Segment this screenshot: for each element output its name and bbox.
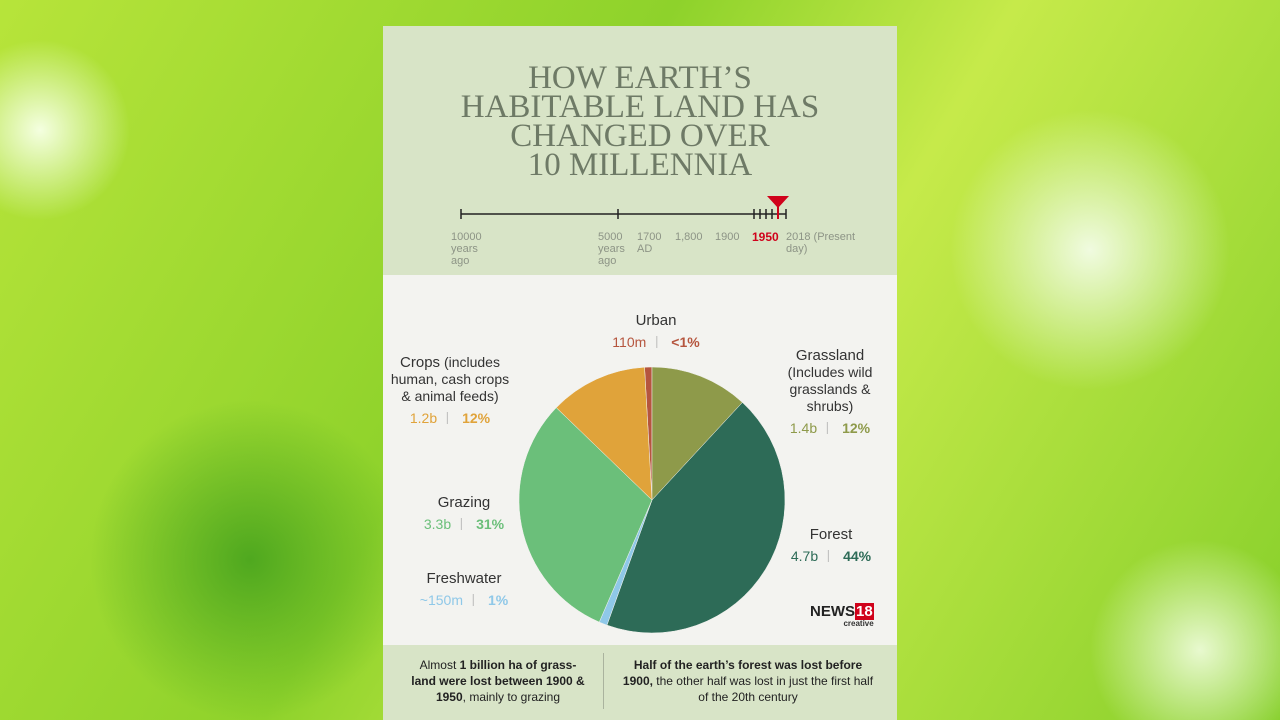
separator (827, 422, 829, 434)
logo-sub: creative (843, 619, 874, 628)
category-name: Urban (635, 312, 677, 329)
value-label: <1% (671, 334, 700, 350)
slice-values: 3.3b 31% (424, 516, 504, 532)
timeline-label: 5000 years ago (598, 231, 625, 267)
separator (656, 336, 658, 348)
separator (828, 550, 830, 562)
timeline-label: 1700 AD (637, 231, 662, 255)
timeline-label: 1,800 (675, 231, 703, 243)
footer-segment: 1 billion ha of grass-land were lost bet… (411, 658, 585, 704)
area-label: 3.3b (423, 516, 452, 532)
slice-label: Forest (771, 526, 891, 543)
title-line: HABITABLE LAND HAS (460, 89, 820, 125)
timeline-label: 1900 (715, 231, 740, 243)
value-label: 12% (842, 420, 871, 436)
header (383, 26, 897, 275)
footer-segment: Almost (419, 658, 460, 672)
slice-label: Urban (586, 312, 726, 329)
category-name: Forest (809, 526, 853, 543)
area-label: ~150m (419, 592, 463, 608)
logo: NEWS18 creative (810, 603, 874, 628)
slice-values: 1.4b 12% (790, 420, 870, 436)
timeline-label: 1950 (752, 230, 779, 244)
value-label: 31% (476, 516, 505, 532)
chart (460, 196, 789, 634)
value-label: 12% (462, 410, 491, 426)
category-name: Grassland (795, 347, 865, 364)
title-line: 10 MILLENNIA (527, 147, 753, 183)
logo-number: 18 (855, 603, 874, 620)
pie-slice (606, 402, 786, 634)
pie-slice (518, 407, 653, 623)
category-note: (includes human, cash crops & animal fee… (390, 354, 510, 404)
slice-values: ~150m 1% (420, 592, 508, 608)
divider (603, 653, 604, 709)
footer-segment: , mainly to grazing (462, 690, 561, 704)
value-label: 1% (487, 592, 509, 608)
area-label: 1.4b (789, 420, 818, 436)
area-label: 4.7b (790, 548, 819, 564)
footer-text: Almost 1 billion ha of grass-land were l… (408, 657, 588, 705)
separator (472, 594, 474, 606)
infographic: Almost 1 billion ha of grass-land were l… (383, 26, 897, 720)
slice-label: Crops (includes human, cash crops & anim… (385, 354, 515, 405)
footer-text: Half of the earth’s forest was lost befo… (618, 657, 878, 705)
slice-values: 110m <1% (612, 334, 699, 350)
footer: Almost 1 billion ha of grass-land were l… (383, 645, 897, 720)
category-name: Freshwater (426, 570, 502, 587)
logo-name: NEWS (810, 603, 855, 620)
area-label: 110m (612, 334, 647, 350)
slice-values: 1.2b 12% (410, 410, 490, 426)
slice-values: 4.7b 44% (791, 548, 871, 564)
slice-label: Grassland (Includes wild grasslands & sh… (775, 347, 885, 415)
separator (461, 518, 463, 530)
value-label: 44% (843, 548, 872, 564)
footer-segment: the other half was lost in just the firs… (652, 674, 874, 704)
pie-slice (651, 366, 743, 501)
title-line: CHANGED OVER (510, 118, 770, 154)
category-note: (Includes wild grasslands & shrubs) (787, 364, 873, 414)
footer-segment: Half of the earth’s forest was lost befo… (622, 658, 863, 688)
timeline-label: 10000 years ago (451, 231, 482, 267)
slice-label: Grazing (404, 494, 524, 511)
pie-slice (555, 366, 653, 501)
slice-label: Freshwater (404, 570, 524, 587)
area-label: 1.2b (409, 410, 438, 426)
timeline-label: 2018 (Present day) (786, 231, 856, 255)
category-name: Crops (400, 354, 441, 371)
separator (447, 412, 449, 424)
timeline-marker (767, 196, 789, 208)
category-name: Grazing (437, 494, 491, 511)
title-line: HOW EARTH’S (528, 60, 752, 96)
